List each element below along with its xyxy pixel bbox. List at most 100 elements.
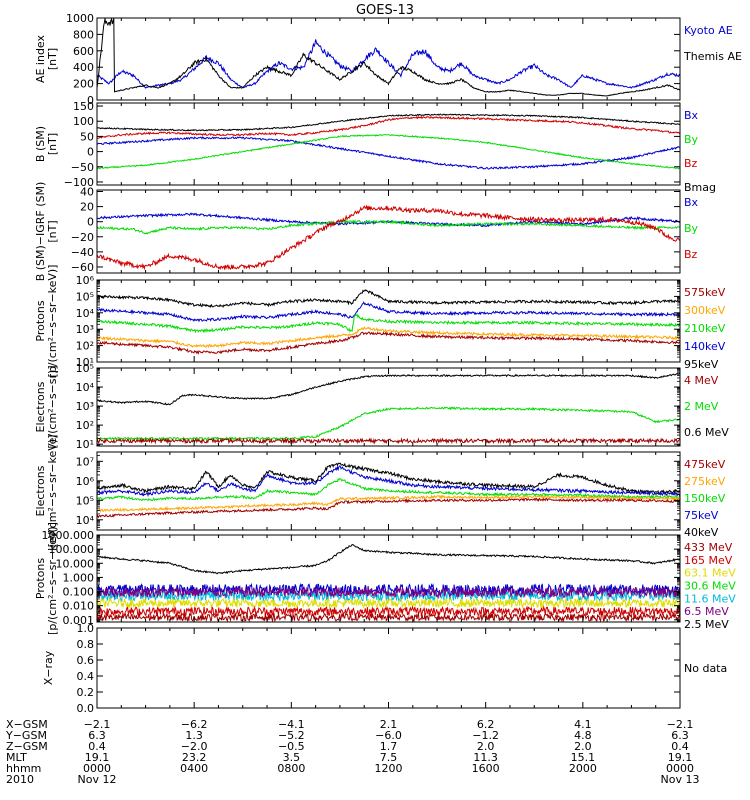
series-line-kyoto-ae: [97, 39, 680, 89]
x-tick-value: 23.2: [182, 751, 207, 764]
x-tick-value: 6.2: [477, 718, 495, 731]
y-axis-label: Protons: [34, 300, 47, 341]
y-tick-label: 600: [73, 45, 94, 58]
series-line-11-6-mev: [97, 582, 680, 598]
y-axis-label: Electrons: [34, 381, 47, 432]
x-tick-value: 4.1: [574, 718, 592, 731]
y-axis-label: [p/(cm²−s−sr−keV)]: [46, 522, 59, 635]
y-tick-label: 0.6: [77, 654, 95, 667]
legend-300kev: 300keV: [684, 304, 726, 317]
x-tick-value: −2.0: [181, 740, 208, 753]
x-tick-value: 15.1: [571, 751, 596, 764]
x-tick-value: −6.0: [375, 729, 402, 742]
x-row-label: hhmm: [6, 762, 41, 775]
y-axis-label: [nT]: [46, 133, 59, 155]
y-axis-label: B (SM)−IGRF (SM): [34, 182, 47, 282]
y-tick-label: 10³: [76, 323, 94, 336]
y-tick-label: 1000: [66, 12, 94, 25]
legend-by: By: [684, 222, 699, 235]
x-tick-value: −2.1: [84, 718, 111, 731]
series-line-bmag: [97, 113, 680, 132]
panel-1: 0 200 400 600 800 1000 AE index [nT] Kyoto AE The…: [34, 12, 742, 107]
panel-frame: [96, 627, 681, 709]
y-tick-label: 10¹: [76, 438, 94, 451]
x-tick-value: 2.0: [477, 740, 495, 753]
y-axis-label: [e/(cm²−s−sr−keV)]: [46, 435, 59, 548]
series-line-bz: [97, 204, 680, 271]
series-line-bx: [97, 136, 680, 170]
x-tick-value: 6.3: [671, 729, 689, 742]
x-tick-value: 2.1: [380, 718, 398, 731]
x-tick-value: 1600: [472, 762, 500, 775]
series-line-575kev: [97, 331, 680, 355]
x-tick-value: 0000: [83, 762, 111, 775]
y-axis-label: [p/(cm²−s−sr−keV)]: [46, 265, 59, 378]
series-line-475kev: [97, 497, 680, 519]
legend-kyoto-ae: Kyoto AE: [684, 24, 733, 37]
legend-140kev: 140keV: [684, 340, 726, 353]
x-tick-value: 11.3: [473, 751, 498, 764]
legend-2-mev: 2 MeV: [684, 400, 719, 413]
x-row-label: Z−GSM: [6, 740, 48, 753]
x-tick-value: 1200: [375, 762, 403, 775]
legend-bmag: Bmag: [684, 181, 716, 194]
x-tick-value: 0.4: [88, 740, 106, 753]
legend-75kev: 75keV: [684, 509, 719, 522]
series-line-by: [97, 133, 680, 170]
x-tick-value: 7.5: [380, 751, 398, 764]
legend-165-mev: 165 MeV: [684, 554, 733, 567]
y-tick-label: 10⁵: [76, 362, 94, 375]
panel-frame: [96, 17, 681, 101]
y-tick-label: −100: [64, 176, 94, 189]
series-line-bx: [97, 212, 680, 228]
legend-bx: Bx: [684, 109, 699, 122]
x-tick-value: 19.1: [85, 751, 110, 764]
series-group: [97, 289, 680, 355]
series-group: [97, 372, 680, 445]
y-tick-label: 10⁴: [76, 381, 95, 394]
y-tick-label: 800: [73, 28, 94, 41]
y-tick-label: 0: [87, 94, 94, 107]
panel-frame: [96, 367, 681, 447]
legend-150kev: 150keV: [684, 492, 726, 505]
y-tick-label: −40: [71, 246, 94, 259]
panel-3: −60 −40 −20 0 20 40 B (SM)−IGRF (SM) [nT] Bx By Bz: [34, 182, 699, 282]
x-axis-labels: X−GSM −2.1 −6.2 −4.1 2.1 6.2 4.1 −2.1 Y−GSM 6.3 1.…: [5, 718, 699, 786]
series-line-140kev: [97, 301, 680, 323]
y-axis-label: Electrons: [34, 465, 47, 516]
x-tick-value: −6.2: [181, 718, 208, 731]
y-tick-label: 100: [73, 115, 94, 128]
y-tick-label: 10²: [76, 419, 94, 432]
panel-6: 10⁴ 10⁵ 10⁶ 10⁷ Electrons [e/(cm²−s−sr−keV)] 4…: [34, 435, 726, 548]
legend-by: By: [684, 133, 699, 146]
y-tick-label: −60: [71, 261, 94, 274]
series-line-275kev: [97, 494, 680, 513]
series-line-0-6-mev: [97, 372, 680, 406]
y-tick-label: 10⁵: [76, 290, 94, 303]
x-tick-value: Nov 12: [78, 773, 117, 786]
series-line-by: [97, 219, 680, 235]
y-tick-label: 10.000: [56, 557, 95, 570]
series-line-95kev: [97, 289, 680, 308]
y-tick-label: 200: [73, 78, 94, 91]
y-tick-label: 10⁴: [76, 514, 95, 527]
y-tick-label: 40: [80, 186, 94, 199]
series-group: [97, 18, 680, 97]
y-tick-label: 0.001: [63, 614, 95, 627]
y-tick-label: 0.100: [63, 586, 95, 599]
x-row-label: X−GSM: [6, 718, 48, 731]
y-tick-label: 10⁷: [76, 455, 94, 468]
y-axis-label: [nT]: [46, 220, 59, 242]
legend-0-6-mev: 0.6 MeV: [684, 426, 729, 439]
y-tick-label: −50: [71, 161, 94, 174]
legend-bx: Bx: [684, 196, 699, 209]
legend-433-mev: 433 MeV: [684, 541, 733, 554]
x-tick-value: 3.5: [283, 751, 301, 764]
legend-no-data: No data: [684, 662, 727, 675]
x-tick-value: 1.3: [185, 729, 203, 742]
legend-63-1-mev: 63.1 MeV: [684, 567, 736, 580]
y-tick-label: 10⁶: [76, 475, 95, 488]
series-line-40kev: [97, 462, 680, 495]
